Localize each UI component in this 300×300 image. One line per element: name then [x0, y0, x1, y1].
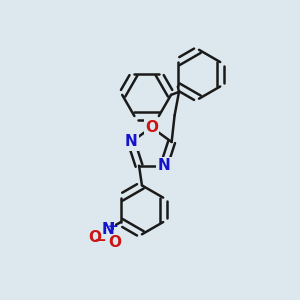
Text: N: N: [125, 134, 138, 149]
Text: N: N: [101, 222, 114, 237]
Text: N: N: [158, 158, 170, 173]
Text: +: +: [107, 220, 118, 233]
Text: −: −: [93, 233, 106, 248]
Text: O: O: [109, 236, 122, 250]
Text: O: O: [88, 230, 101, 245]
Text: O: O: [145, 120, 158, 135]
